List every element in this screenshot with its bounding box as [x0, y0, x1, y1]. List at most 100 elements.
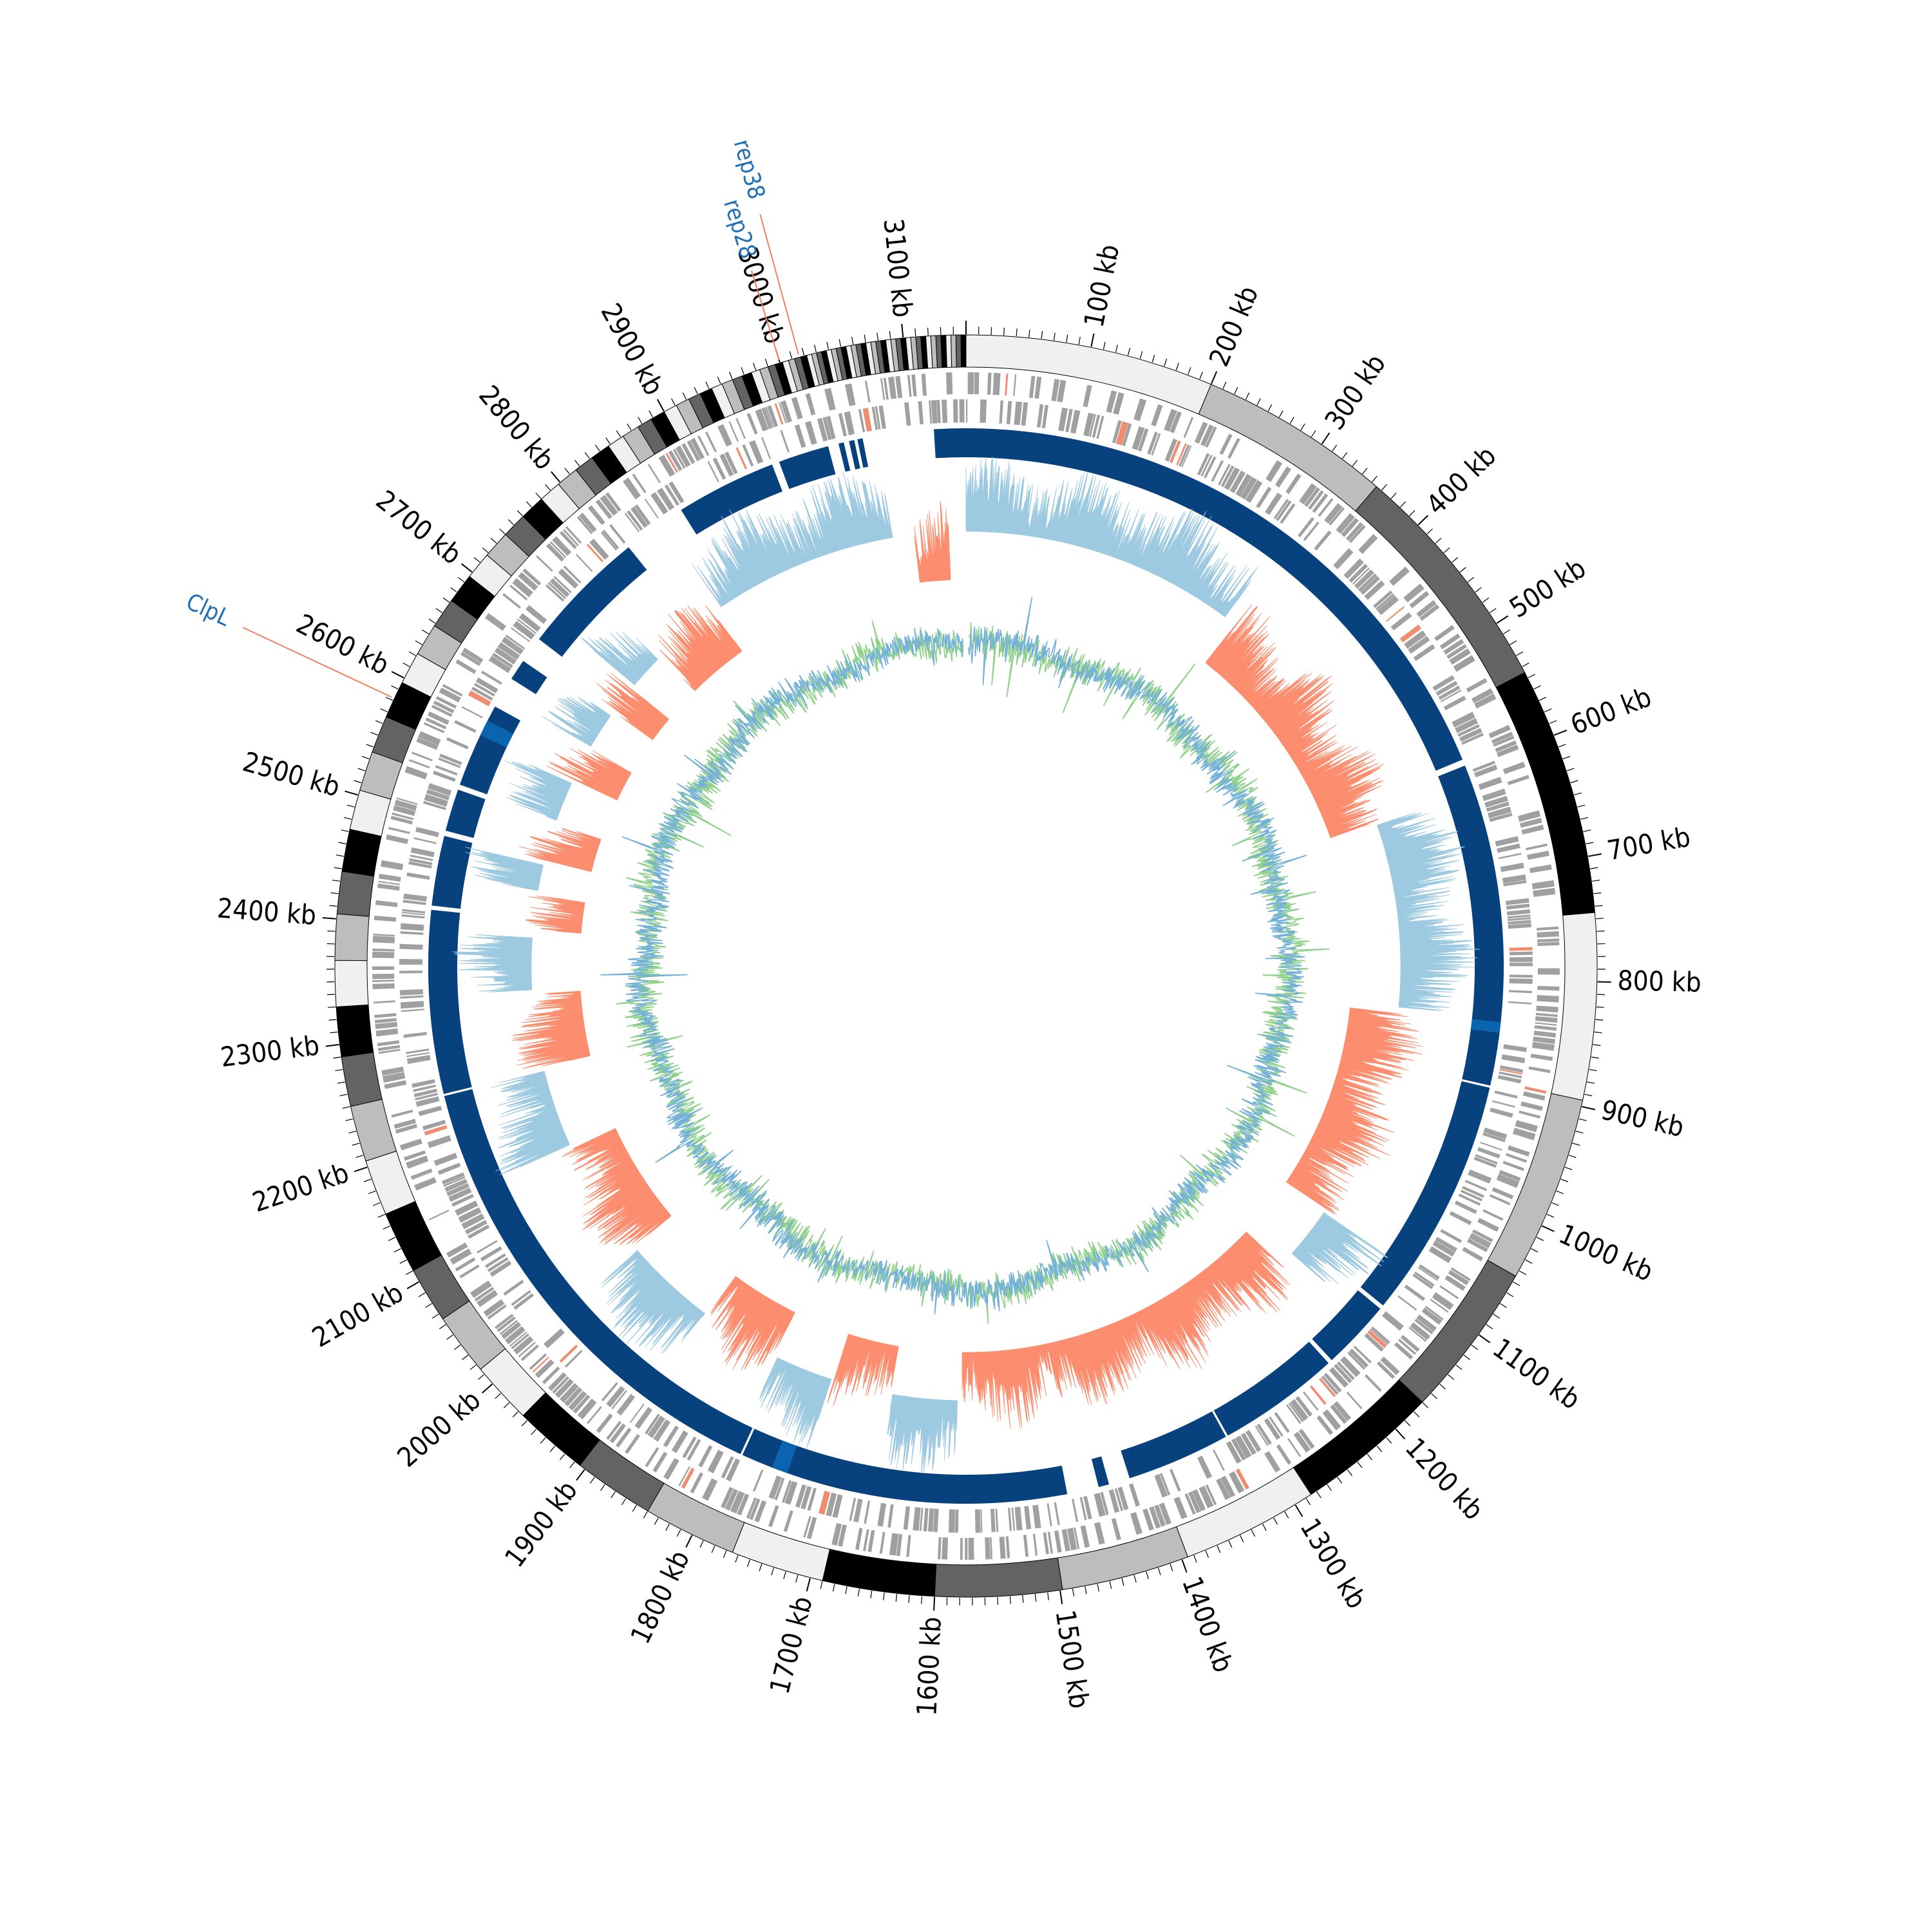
gene-feature — [1421, 1307, 1443, 1325]
gene-feature — [634, 504, 651, 526]
minor-tick — [1028, 329, 1030, 337]
gene-feature — [1499, 1065, 1524, 1073]
gene-feature — [647, 1416, 665, 1439]
gene-feature — [518, 1341, 536, 1358]
gene-feature — [1057, 379, 1066, 402]
gene-feature — [1364, 1374, 1382, 1392]
gene-feature — [1256, 486, 1272, 509]
alignment-block — [538, 547, 647, 657]
major-tick — [1090, 333, 1095, 347]
position-label: 600 kb — [1566, 681, 1656, 741]
gene-feature — [413, 837, 437, 844]
gene-feature — [990, 1508, 996, 1533]
gene-feature — [399, 1138, 422, 1151]
gene-feature — [1220, 1475, 1236, 1498]
gene-feature — [1219, 433, 1233, 455]
minor-tick — [1305, 1498, 1311, 1506]
major-tick — [576, 1469, 585, 1481]
gene-feature — [1390, 612, 1412, 631]
minor-tick — [676, 1529, 681, 1537]
gene-feature — [1489, 812, 1513, 822]
gene-feature — [1122, 423, 1132, 446]
gene-feature — [438, 757, 461, 768]
position-label: 900 kb — [1598, 1094, 1687, 1143]
gene-feature — [1509, 990, 1533, 994]
contig-segment — [951, 334, 957, 368]
minor-tick — [1586, 842, 1594, 844]
gene-feature — [805, 393, 816, 416]
gene-feature — [1142, 1508, 1155, 1531]
gene-feature — [945, 372, 953, 395]
gene-feature — [1235, 473, 1252, 497]
gene-feature — [464, 1220, 488, 1235]
gene-feature — [1521, 824, 1544, 835]
gene-feature — [1448, 1269, 1469, 1285]
gene-feature — [426, 789, 450, 800]
gene-feature — [1462, 1247, 1484, 1262]
position-label: 1900 kb — [498, 1475, 583, 1573]
gene-feature — [1229, 470, 1246, 493]
coverage-low-block — [581, 631, 659, 686]
minor-tick — [851, 336, 854, 345]
gene-feature — [491, 652, 513, 668]
gene-feature — [749, 1498, 761, 1520]
gene-feature — [965, 1538, 968, 1560]
minor-tick — [1381, 484, 1387, 491]
coverage-high-block — [518, 828, 601, 873]
minor-tick — [711, 1545, 715, 1553]
gene-feature — [663, 1425, 679, 1448]
gene-feature — [1321, 1376, 1339, 1396]
gene-feature — [595, 499, 612, 519]
gene-feature — [1517, 810, 1541, 822]
minor-tick — [1574, 792, 1582, 795]
gene-feature — [724, 1488, 739, 1511]
gene-feature — [974, 372, 980, 395]
gene-feature — [394, 799, 417, 811]
position-label: 2900 kb — [594, 298, 670, 401]
minor-tick — [385, 697, 393, 701]
gene-feature — [831, 1522, 842, 1546]
gene-feature — [989, 1537, 993, 1560]
gene-feature — [1218, 464, 1231, 486]
gene-feature — [1137, 428, 1149, 451]
gene-feature — [1519, 1110, 1541, 1119]
gene-feature — [1096, 415, 1104, 439]
alignment-block — [966, 428, 1463, 771]
gene-feature — [1235, 1435, 1252, 1459]
gene-feature — [425, 717, 447, 730]
gc-skew-line — [616, 620, 1330, 1324]
gene-feature — [1343, 558, 1364, 579]
gene-feature — [999, 400, 1003, 424]
contig-segment — [334, 960, 369, 1008]
gene-feature — [858, 409, 866, 433]
minor-tick — [1157, 1567, 1161, 1576]
minor-tick — [332, 880, 340, 882]
gene-feature — [1329, 1367, 1349, 1388]
contig-segment — [955, 334, 962, 368]
contig-segment — [960, 334, 967, 368]
gene-feature — [1509, 974, 1533, 978]
gene-feature — [888, 376, 897, 399]
gene-feature — [1229, 1471, 1245, 1493]
gene-feature — [1117, 1486, 1129, 1511]
gene-feature — [1205, 1484, 1217, 1506]
minor-tick — [559, 1454, 565, 1461]
minor-tick — [1583, 829, 1591, 832]
minor-tick — [328, 1019, 337, 1021]
minor-tick — [516, 510, 523, 516]
minor-tick — [1245, 392, 1250, 400]
major-tick — [1321, 432, 1331, 445]
gene-feature — [1360, 576, 1380, 595]
gene-feature — [1397, 1295, 1417, 1311]
coverage-high-block — [596, 672, 670, 741]
gene-feature — [794, 424, 806, 448]
gene-feature — [624, 513, 640, 533]
gene-feature — [712, 457, 726, 480]
gene-feature — [904, 402, 911, 426]
gene-feature — [504, 1326, 526, 1345]
gene-feature — [1205, 426, 1217, 448]
gene-feature — [520, 1344, 540, 1361]
minor-tick — [1560, 1179, 1569, 1182]
annotation-label-rep38: rep38 — [728, 137, 770, 202]
gene-feature — [879, 1531, 886, 1554]
